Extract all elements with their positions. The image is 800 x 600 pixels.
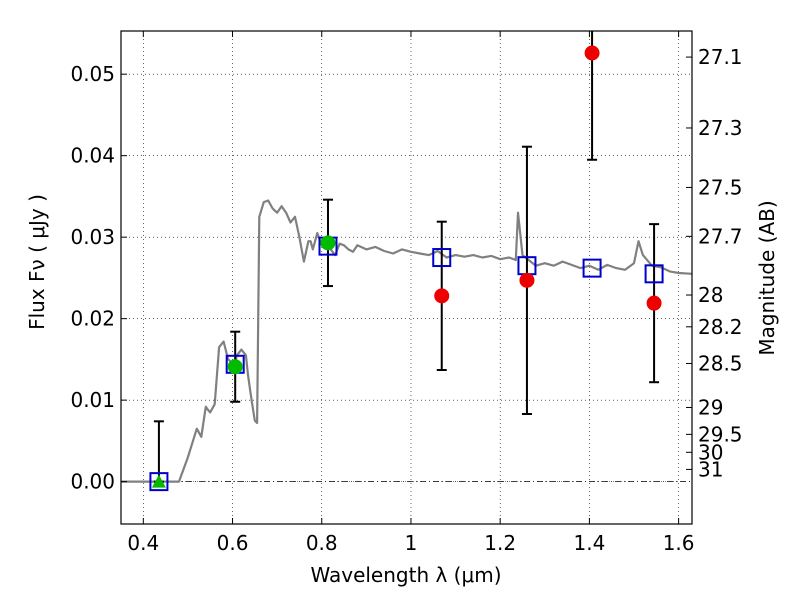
model-flux-square — [149, 472, 169, 492]
x-tick-label: 0.8 — [306, 531, 338, 555]
y2-tick-label: 29.5 — [698, 422, 743, 446]
y2-tick-label: 27.5 — [698, 175, 743, 199]
y2-axis-label: Magnitude (AB) — [755, 200, 779, 355]
model-flux-square — [432, 248, 452, 268]
x-tick-label: 1 — [405, 531, 418, 555]
y-axis-label: Flux Fν ( μJy ) — [25, 194, 49, 330]
axis-ticks: 0.4 0.6 0.8 1 1.2 1.4 1.6 0.00 0.01 0.02 0.03 0.04 0… — [70, 31, 743, 555]
y2-tick-label: 28.5 — [698, 351, 743, 375]
model-flux-square — [644, 264, 664, 284]
low-sn-flux-point — [646, 295, 662, 311]
y2-tick-label: 27.7 — [698, 224, 743, 248]
y2-tick-label: 28.2 — [698, 315, 743, 339]
y2-tick-label: 27.3 — [698, 116, 743, 140]
upper-limit-triangle — [151, 474, 166, 488]
x-tick-label: 1.2 — [484, 531, 516, 555]
detected-flux-point — [320, 235, 336, 251]
x-tick-label: 0.4 — [127, 531, 159, 555]
x-axis-label: Wavelength λ (μm) — [310, 563, 501, 587]
x-tick-label: 1.4 — [573, 531, 605, 555]
model-flux-square — [582, 258, 602, 278]
detected-flux-point — [227, 359, 243, 375]
low-sn-flux-point — [584, 45, 600, 61]
y-tick-label: 0.05 — [70, 62, 115, 86]
y2-tick-label: 30 — [698, 440, 723, 464]
low-sn-flux-point — [519, 272, 535, 288]
y-tick-label: 0.03 — [70, 225, 115, 249]
x-tick-label: 1.6 — [663, 531, 695, 555]
y2-tick-label: 27.1 — [698, 45, 743, 69]
y2-tick-label: 31 — [698, 457, 723, 481]
axes-frame — [120, 30, 693, 525]
y2-tick-label: 28 — [698, 283, 723, 307]
y-tick-label: 0.00 — [70, 470, 115, 494]
y-tick-label: 0.02 — [70, 307, 115, 331]
x-tick-label: 0.6 — [217, 531, 249, 555]
y-tick-label: 0.04 — [70, 144, 115, 168]
y2-tick-label: 29 — [698, 395, 723, 419]
low-sn-flux-point — [434, 288, 450, 304]
y-tick-label: 0.01 — [70, 388, 115, 412]
plot-area — [121, 31, 693, 492]
